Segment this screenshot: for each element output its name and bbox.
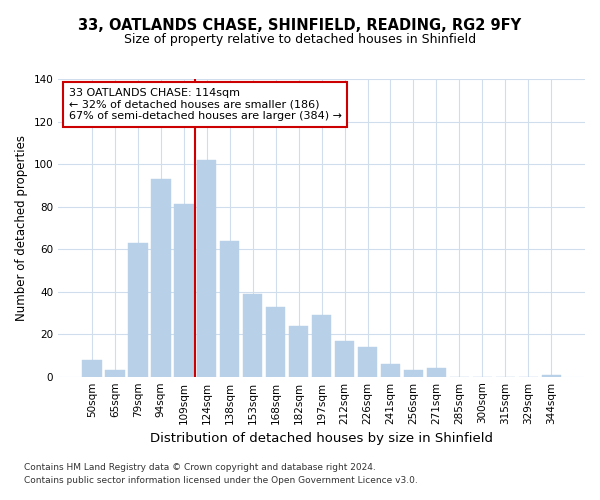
Bar [404,370,423,376]
Text: 33 OATLANDS CHASE: 114sqm
← 32% of detached houses are smaller (186)
67% of semi: 33 OATLANDS CHASE: 114sqm ← 32% of detac… [69,88,342,121]
Bar [82,360,101,376]
Bar [266,306,286,376]
Text: Contains public sector information licensed under the Open Government Licence v3: Contains public sector information licen… [24,476,418,485]
X-axis label: Distribution of detached houses by size in Shinfield: Distribution of detached houses by size … [150,432,493,445]
Bar [243,294,262,376]
Bar [381,364,400,376]
Bar [289,326,308,376]
Bar [358,347,377,376]
Text: Contains HM Land Registry data © Crown copyright and database right 2024.: Contains HM Land Registry data © Crown c… [24,464,376,472]
Text: 33, OATLANDS CHASE, SHINFIELD, READING, RG2 9FY: 33, OATLANDS CHASE, SHINFIELD, READING, … [79,18,521,32]
Bar [542,374,561,376]
Bar [220,240,239,376]
Bar [427,368,446,376]
Bar [151,179,170,376]
Text: Size of property relative to detached houses in Shinfield: Size of property relative to detached ho… [124,32,476,46]
Bar [335,340,355,376]
Bar [128,242,148,376]
Bar [197,160,217,376]
Bar [312,315,331,376]
Bar [174,204,194,376]
Y-axis label: Number of detached properties: Number of detached properties [15,135,28,321]
Bar [105,370,125,376]
